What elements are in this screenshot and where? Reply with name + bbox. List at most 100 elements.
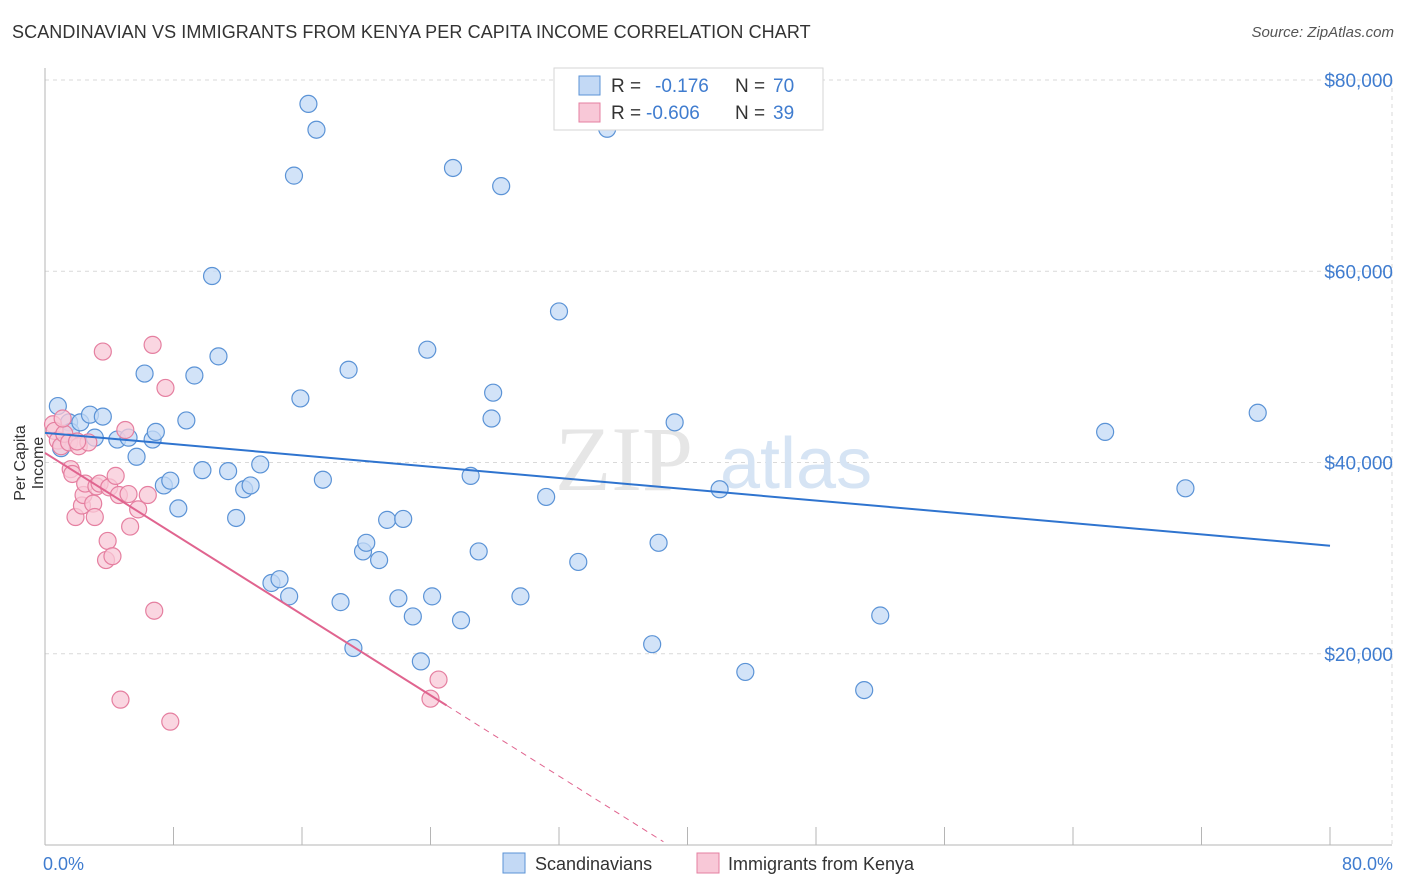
- x-tick-label: 80.0%: [1342, 854, 1393, 874]
- kenya-point: [143, 335, 162, 354]
- scandinavian-point: [1096, 422, 1115, 441]
- kenya-point: [98, 531, 117, 551]
- y-tick-label: $60,000: [1324, 262, 1393, 283]
- kenya-point: [111, 690, 130, 709]
- legend-n-value: 70: [773, 76, 794, 97]
- scandinavian-point: [469, 542, 488, 561]
- scandinavian-point: [649, 533, 668, 552]
- scandinavian-point: [394, 509, 413, 529]
- scandinavian-point: [241, 476, 260, 495]
- scandinavian-point: [378, 510, 397, 529]
- y-tick-label: $80,000: [1324, 71, 1393, 92]
- scandinavian-point: [665, 413, 684, 432]
- scandinavian-point: [331, 593, 350, 612]
- kenya-point: [121, 517, 140, 536]
- scandinavian-point: [871, 606, 890, 625]
- scandinavian-point: [135, 364, 154, 383]
- kenya-point: [53, 409, 72, 428]
- scandinavian-point: [643, 635, 662, 654]
- legend-n-value: 39: [773, 103, 794, 124]
- legend-r-value: -0.606: [646, 103, 700, 124]
- scandinavian-point: [411, 652, 430, 671]
- scandinavian-point: [549, 302, 569, 321]
- scandinavian-point: [202, 266, 222, 286]
- scandinavian-point: [219, 462, 238, 481]
- scandinavian-point: [1176, 479, 1195, 498]
- legend-n-label: N =: [735, 103, 765, 124]
- kenya-point: [429, 670, 448, 689]
- scandinavian-point: [855, 680, 874, 700]
- kenya-point: [85, 507, 104, 527]
- scandinavian-point: [389, 589, 408, 608]
- legend-swatch-pink: [578, 102, 601, 123]
- scandinavian-point: [251, 455, 270, 474]
- kenya-point: [161, 712, 180, 731]
- scandinavian-point: [313, 470, 332, 489]
- scandinavian-point: [461, 466, 480, 485]
- chart-title: SCANDINAVIAN VS IMMIGRANTS FROM KENYA PE…: [12, 22, 811, 42]
- scandinavian-point: [370, 550, 389, 570]
- scandinavian-point: [537, 487, 556, 507]
- scandinavian-point: [169, 499, 188, 518]
- kenya-point: [421, 689, 440, 708]
- scandinavian-point: [710, 480, 729, 499]
- scandinavian-point: [482, 409, 501, 428]
- scandinavian-point: [1248, 403, 1267, 422]
- kenya-point: [106, 466, 125, 485]
- scandinavian-point: [193, 461, 212, 480]
- scandinavian-trend-line: [44, 431, 1331, 547]
- scandinavian-point: [511, 587, 530, 606]
- scandinavian-point: [127, 447, 146, 466]
- scandinavian-point: [403, 607, 422, 626]
- points-layer: [43, 94, 1267, 731]
- kenya-point: [156, 378, 175, 398]
- kenya-point: [145, 601, 164, 620]
- watermark: ZIP atlas: [555, 408, 872, 510]
- scandinavian-point: [93, 407, 112, 426]
- scandinavian-point: [492, 177, 511, 196]
- scandinavian-point: [451, 611, 471, 630]
- scandinavian-point: [146, 422, 165, 441]
- kenya-point: [93, 342, 112, 361]
- kenya-point: [103, 547, 122, 566]
- series-legend: Scandinavians Immigrants from Kenya: [502, 852, 915, 874]
- kenya-trend-line: [44, 452, 448, 707]
- legend-swatch-blue: [578, 75, 601, 96]
- kenya-point: [63, 464, 82, 484]
- grid-layer: [45, 79, 1393, 845]
- scandinavian-point: [339, 360, 358, 379]
- scandinavian-point: [484, 383, 503, 402]
- legend-label-kenya: Immigrants from Kenya: [728, 854, 915, 874]
- legend-r-value: -0.176: [655, 76, 709, 97]
- scandinavian-point: [569, 552, 588, 572]
- y-tick-label: $40,000: [1324, 454, 1393, 475]
- watermark-atlas: atlas: [720, 424, 872, 504]
- kenya-point: [116, 420, 135, 440]
- scandinavian-point: [299, 94, 318, 114]
- scandinavian-point: [736, 662, 755, 682]
- scandinavian-point: [284, 166, 304, 185]
- scandinavian-point: [423, 587, 442, 606]
- kenya-point: [138, 485, 157, 505]
- scandinavian-point: [443, 158, 463, 178]
- legend-r-label: R =: [611, 76, 641, 97]
- legend-swatch-kenya: [696, 852, 720, 874]
- kenya-point: [119, 484, 138, 504]
- scandinavian-point: [185, 366, 204, 385]
- scandinavian-point: [357, 533, 376, 552]
- legend-n-label: N =: [735, 76, 765, 97]
- scandinavian-point: [177, 411, 196, 430]
- axis-layer: $20,000 $40,000 $60,000 $80,000 0.0% 80.0%: [43, 68, 1393, 874]
- scandinavian-point: [291, 389, 310, 408]
- trend-layer: [44, 431, 1331, 843]
- scandinavian-point: [270, 570, 289, 589]
- kenya-point: [68, 432, 87, 451]
- legend-swatch-scandinavians: [502, 852, 526, 874]
- scandinavian-point: [418, 340, 437, 359]
- scandinavian-point: [307, 120, 326, 139]
- scandinavian-point: [227, 508, 246, 528]
- stats-legend: R = -0.176 N = 70 R = -0.606 N = 39: [553, 67, 824, 131]
- scandinavian-point: [161, 471, 180, 490]
- x-tick-label: 0.0%: [43, 854, 84, 874]
